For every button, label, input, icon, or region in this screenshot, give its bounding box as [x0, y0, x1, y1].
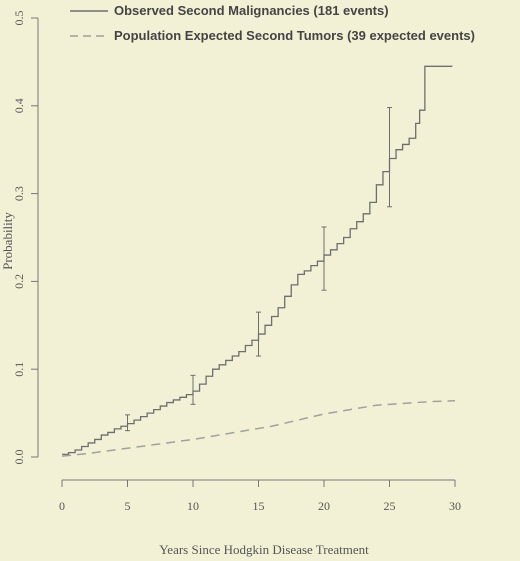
legend-label-expected: Population Expected Second Tumors (39 ex… [114, 28, 475, 43]
y-tick-label: 0.0 [12, 450, 26, 465]
series-layer [61, 65, 456, 457]
y-tick-label: 0.5 [12, 11, 26, 26]
error-bar [256, 311, 261, 357]
error-bar [190, 374, 196, 405]
y-tick-label: 0.4 [12, 98, 26, 113]
axes: 0 5 10 15 20 25 30 0.0 0.1 0.2 0.3 0.4 0.5 [12, 11, 461, 514]
x-tick-label: 20 [318, 499, 330, 513]
x-tick-label: 25 [384, 499, 396, 513]
expected-series-line [61, 400, 456, 457]
y-axis-label: Probability [0, 212, 15, 270]
legend-label-observed: Observed Second Malignancies (181 events… [114, 3, 389, 18]
error-bar [321, 226, 327, 291]
x-tick-label: 5 [125, 499, 131, 513]
legend: Observed Second Malignancies (181 events… [70, 3, 475, 43]
error-bar [387, 107, 392, 208]
error-bar [125, 414, 130, 432]
y-tick-label: 0.1 [12, 362, 26, 377]
y-tick-label: 0.3 [12, 186, 26, 201]
x-tick-label: 15 [253, 499, 265, 513]
x-tick-label: 0 [59, 499, 65, 513]
x-tick-label: 10 [187, 499, 199, 513]
x-tick-label: 30 [449, 499, 461, 513]
y-tick-label: 0.2 [12, 274, 26, 289]
observed-series-line [62, 65, 453, 456]
x-axis-label: Years Since Hodgkin Disease Treatment [159, 542, 369, 557]
error-bar-layer [125, 107, 392, 432]
